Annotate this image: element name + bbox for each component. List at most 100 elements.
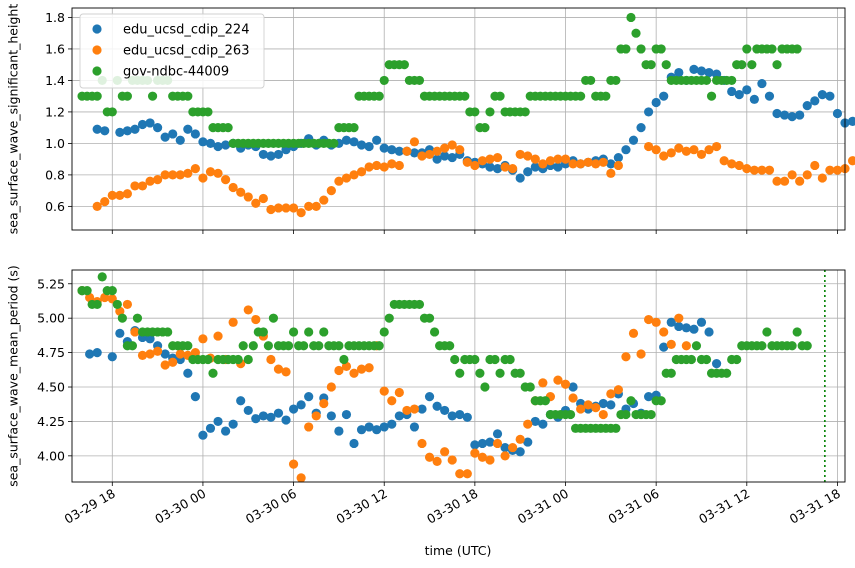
legend-label: edu_ucsd_cdip_224: [123, 23, 249, 38]
data-point-gov-ndbc-44009: [686, 354, 697, 365]
data-point-edu_ucsd_cdip_263: [515, 149, 525, 160]
data-point-edu_ucsd_cdip_263: [266, 204, 276, 215]
data-point-edu_ucsd_cdip_263: [500, 451, 510, 461]
data-point-edu_ucsd_cdip_224: [281, 415, 291, 425]
y-tick-label: 5.25: [37, 276, 65, 291]
data-point-gov-ndbc-44009: [203, 354, 213, 365]
y-tick-label: 0.6: [45, 199, 65, 214]
data-point-edu_ucsd_cdip_224: [92, 124, 102, 134]
data-point-edu_ucsd_cdip_224: [440, 151, 450, 161]
data-point-edu_ucsd_cdip_263: [583, 157, 593, 167]
data-point-edu_ucsd_cdip_224: [85, 349, 95, 359]
data-point-gov-ndbc-44009: [631, 28, 641, 38]
x-tick-label: 03-30 18: [424, 486, 480, 527]
bottom-subplot: 03-29 18 03-30 00 03-30 06 03-30 12 03-30 18…: [6, 265, 846, 527]
data-point-gov-ndbc-44009: [414, 299, 425, 310]
data-point-edu_ucsd_cdip_263: [727, 159, 737, 169]
data-point-edu_ucsd_cdip_224: [440, 405, 450, 416]
data-point-edu_ucsd_cdip_263: [825, 165, 835, 175]
data-point-edu_ucsd_cdip_263: [470, 160, 480, 171]
data-point-edu_ucsd_cdip_224: [734, 89, 744, 100]
data-point-edu_ucsd_cdip_224: [523, 167, 533, 177]
data-point-edu_ucsd_cdip_263: [772, 176, 782, 186]
data-point-edu_ucsd_cdip_224: [455, 409, 465, 420]
data-point-gov-ndbc-44009: [485, 107, 495, 117]
data-point-gov-ndbc-44009: [339, 354, 349, 365]
data-point-gov-ndbc-44009: [299, 341, 309, 351]
data-point-edu_ucsd_cdip_224: [160, 349, 170, 359]
data-point-edu_ucsd_cdip_263: [356, 364, 367, 374]
data-point-edu_ucsd_cdip_224: [727, 86, 737, 97]
data-point-edu_ucsd_cdip_263: [749, 165, 759, 175]
data-point-gov-ndbc-44009: [127, 341, 138, 351]
data-point-edu_ucsd_cdip_263: [281, 367, 291, 377]
data-point-edu_ucsd_cdip_263: [319, 398, 329, 409]
data-point-edu_ucsd_cdip_263: [432, 456, 442, 466]
data-point-edu_ucsd_cdip_263: [243, 192, 253, 202]
data-point-edu_ucsd_cdip_224: [666, 317, 676, 327]
data-point-edu_ucsd_cdip_263: [810, 160, 820, 171]
data-point-edu_ucsd_cdip_224: [213, 141, 223, 152]
data-point-gov-ndbc-44009: [429, 327, 440, 337]
data-point-edu_ucsd_cdip_263: [304, 201, 314, 211]
data-point-gov-ndbc-44009: [611, 423, 621, 433]
data-point-edu_ucsd_cdip_263: [92, 201, 102, 211]
bottom-ticks: 03-29 18 03-30 00 03-30 06 03-30 12 03-30 18…: [37, 276, 843, 526]
data-point-edu_ucsd_cdip_263: [606, 168, 616, 178]
data-point-edu_ucsd_cdip_263: [455, 469, 465, 479]
data-point-edu_ucsd_cdip_224: [273, 149, 284, 160]
data-point-edu_ucsd_cdip_263: [734, 160, 744, 171]
data-point-edu_ucsd_cdip_263: [326, 186, 336, 196]
data-point-edu_ucsd_cdip_224: [145, 118, 155, 128]
data-point-edu_ucsd_cdip_263: [145, 349, 155, 359]
data-point-gov-ndbc-44009: [82, 286, 92, 296]
data-point-edu_ucsd_cdip_224: [462, 412, 472, 422]
data-point-edu_ucsd_cdip_263: [387, 396, 397, 406]
data-point-edu_ucsd_cdip_224: [205, 138, 216, 149]
data-point-edu_ucsd_cdip_224: [372, 425, 382, 435]
data-point-gov-ndbc-44009: [384, 313, 394, 323]
data-point-edu_ucsd_cdip_263: [198, 173, 208, 183]
data-point-edu_ucsd_cdip_263: [651, 145, 661, 155]
data-point-edu_ucsd_cdip_224: [372, 135, 382, 145]
data-point-gov-ndbc-44009: [132, 313, 143, 323]
data-point-gov-ndbc-44009: [626, 396, 636, 406]
top-y-axis-label: sea_surface_wave_significant_height: [6, 4, 21, 235]
legend-box: [79, 13, 265, 89]
data-point-edu_ucsd_cdip_263: [795, 176, 805, 186]
data-point-edu_ucsd_cdip_224: [644, 107, 654, 117]
data-point-edu_ucsd_cdip_263: [742, 163, 752, 174]
data-point-edu_ucsd_cdip_224: [304, 392, 314, 402]
data-point-gov-ndbc-44009: [450, 354, 460, 365]
data-point-gov-ndbc-44009: [117, 313, 127, 323]
data-point-gov-ndbc-44009: [762, 327, 772, 337]
data-point-edu_ucsd_cdip_224: [485, 162, 495, 172]
data-point-gov-ndbc-44009: [792, 44, 802, 54]
data-point-edu_ucsd_cdip_263: [409, 137, 420, 147]
data-point-edu_ucsd_cdip_263: [568, 393, 578, 403]
data-point-edu_ucsd_cdip_263: [296, 473, 306, 483]
data-point-edu_ucsd_cdip_224: [387, 419, 397, 429]
data-point-gov-ndbc-44009: [792, 327, 802, 337]
data-point-edu_ucsd_cdip_263: [757, 165, 767, 175]
data-point-edu_ucsd_cdip_263: [583, 400, 593, 410]
data-point-gov-ndbc-44009: [283, 341, 294, 351]
data-point-edu_ucsd_cdip_263: [591, 159, 601, 169]
legend-marker: [92, 66, 102, 76]
data-point-edu_ucsd_cdip_224: [689, 64, 699, 75]
y-tick-label: 0.8: [45, 167, 65, 182]
data-point-edu_ucsd_cdip_224: [779, 110, 790, 120]
data-point-edu_ucsd_cdip_263: [719, 156, 729, 166]
data-point-gov-ndbc-44009: [374, 341, 384, 351]
data-point-edu_ucsd_cdip_263: [266, 354, 276, 365]
y-tick-label: 4.25: [37, 414, 65, 429]
data-point-gov-ndbc-44009: [621, 409, 631, 420]
data-point-edu_ucsd_cdip_263: [183, 168, 193, 178]
data-point-edu_ucsd_cdip_224: [326, 411, 336, 421]
data-point-edu_ucsd_cdip_224: [447, 152, 457, 163]
x-tick-label: 03-31 12: [696, 486, 752, 527]
data-point-edu_ucsd_cdip_263: [145, 176, 155, 186]
data-point-edu_ucsd_cdip_224: [130, 124, 140, 134]
data-point-edu_ucsd_cdip_263: [462, 469, 472, 479]
